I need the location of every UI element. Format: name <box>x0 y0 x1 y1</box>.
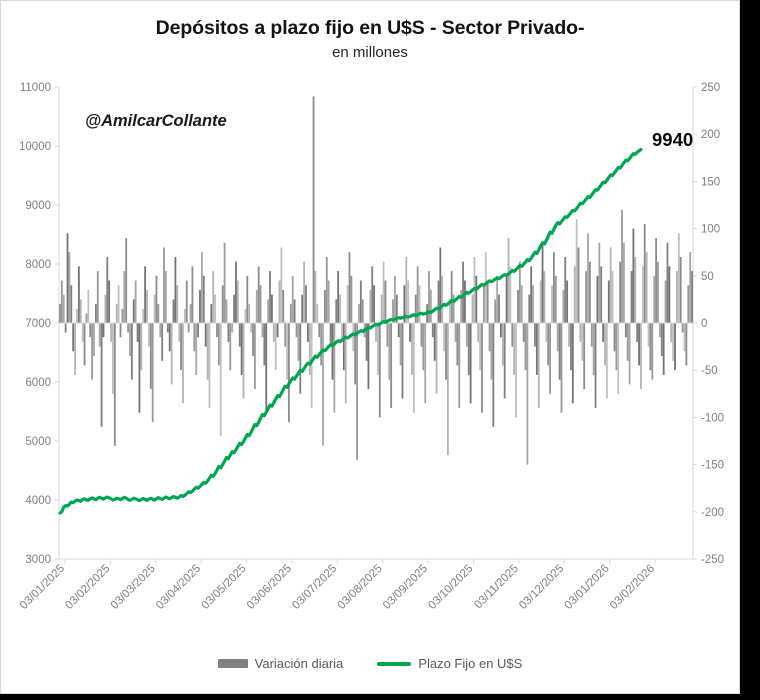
title-block: Depósitos a plazo fijo en U$S - Sector P… <box>1 17 739 61</box>
svg-text:03/08/2025: 03/08/2025 <box>336 563 385 612</box>
svg-text:-200: -200 <box>701 507 724 519</box>
x-axis: 03/01/202503/02/202503/03/202503/04/2025… <box>18 558 693 612</box>
svg-text:03/07/2025: 03/07/2025 <box>290 563 339 612</box>
line-swatch-icon <box>377 661 412 666</box>
svg-text:03/05/2025: 03/05/2025 <box>199 563 248 612</box>
chart-svg: 3000 4000 5000 6000 7000 8000 9000 10000 11000 -… <box>18 82 724 612</box>
svg-text:8000: 8000 <box>25 259 51 271</box>
svg-text:03/12/2025: 03/12/2025 <box>517 563 566 612</box>
bar-series-variacion-diaria <box>59 96 693 465</box>
line-series-plazo-fijo <box>58 147 643 515</box>
chart-subtitle: en millones <box>332 44 408 61</box>
svg-text:200: 200 <box>701 129 720 141</box>
bar-swatch-icon <box>217 659 248 668</box>
svg-text:100: 100 <box>701 224 720 236</box>
legend-label-plazo-fijo: Plazo Fijo en U$S <box>418 656 523 671</box>
watermark-label: @AmilcarCollante <box>85 112 227 130</box>
right-axis: -250 -200 -150 -100 -50 0 50 100 150 200 250 <box>692 82 724 566</box>
svg-text:03/09/2025: 03/09/2025 <box>381 563 430 612</box>
svg-text:250: 250 <box>701 82 720 94</box>
svg-text:150: 150 <box>701 176 720 188</box>
legend-item-plazo-fijo[interactable]: Plazo Fijo en U$S <box>377 656 522 671</box>
left-axis: 3000 4000 5000 6000 7000 8000 9000 10000 11000 <box>19 82 60 566</box>
chart-legend: Variación diaria Plazo Fijo en U$S <box>1 656 739 671</box>
data-label-latest: 9940 <box>652 129 694 150</box>
svg-text:6000: 6000 <box>25 377 51 389</box>
svg-text:03/02/2026: 03/02/2026 <box>608 563 657 612</box>
svg-text:4000: 4000 <box>25 495 51 507</box>
legend-item-variacion-diaria[interactable]: Variación diaria <box>217 656 344 671</box>
svg-text:03/01/2026: 03/01/2026 <box>563 563 612 612</box>
svg-text:7000: 7000 <box>25 318 51 330</box>
svg-text:0: 0 <box>701 318 707 330</box>
svg-text:9000: 9000 <box>25 200 51 212</box>
svg-text:03/04/2025: 03/04/2025 <box>154 563 203 612</box>
svg-text:11000: 11000 <box>20 82 51 94</box>
plot-area: 3000 4000 5000 6000 7000 8000 9000 10000 11000 -… <box>1 1 739 693</box>
svg-text:10000: 10000 <box>19 141 51 153</box>
svg-text:-150: -150 <box>701 460 724 472</box>
svg-text:03/06/2025: 03/06/2025 <box>245 563 294 612</box>
svg-text:-50: -50 <box>701 365 718 377</box>
svg-text:50: 50 <box>701 271 714 283</box>
svg-text:-100: -100 <box>701 412 724 424</box>
svg-text:3000: 3000 <box>25 554 51 566</box>
svg-text:03/01/2025: 03/01/2025 <box>18 563 67 612</box>
svg-text:03/03/2025: 03/03/2025 <box>109 563 158 612</box>
svg-text:-250: -250 <box>701 554 724 566</box>
svg-text:03/10/2025: 03/10/2025 <box>426 563 475 612</box>
svg-text:5000: 5000 <box>25 436 51 448</box>
svg-text:03/11/2025: 03/11/2025 <box>472 563 521 612</box>
chart-frame: Depósitos a plazo fijo en U$S - Sector P… <box>0 0 740 694</box>
legend-label-variacion-diaria: Variación diaria <box>254 656 344 671</box>
svg-text:03/02/2025: 03/02/2025 <box>63 563 112 612</box>
page-title: Depósitos a plazo fijo en U$S - Sector P… <box>155 17 585 39</box>
